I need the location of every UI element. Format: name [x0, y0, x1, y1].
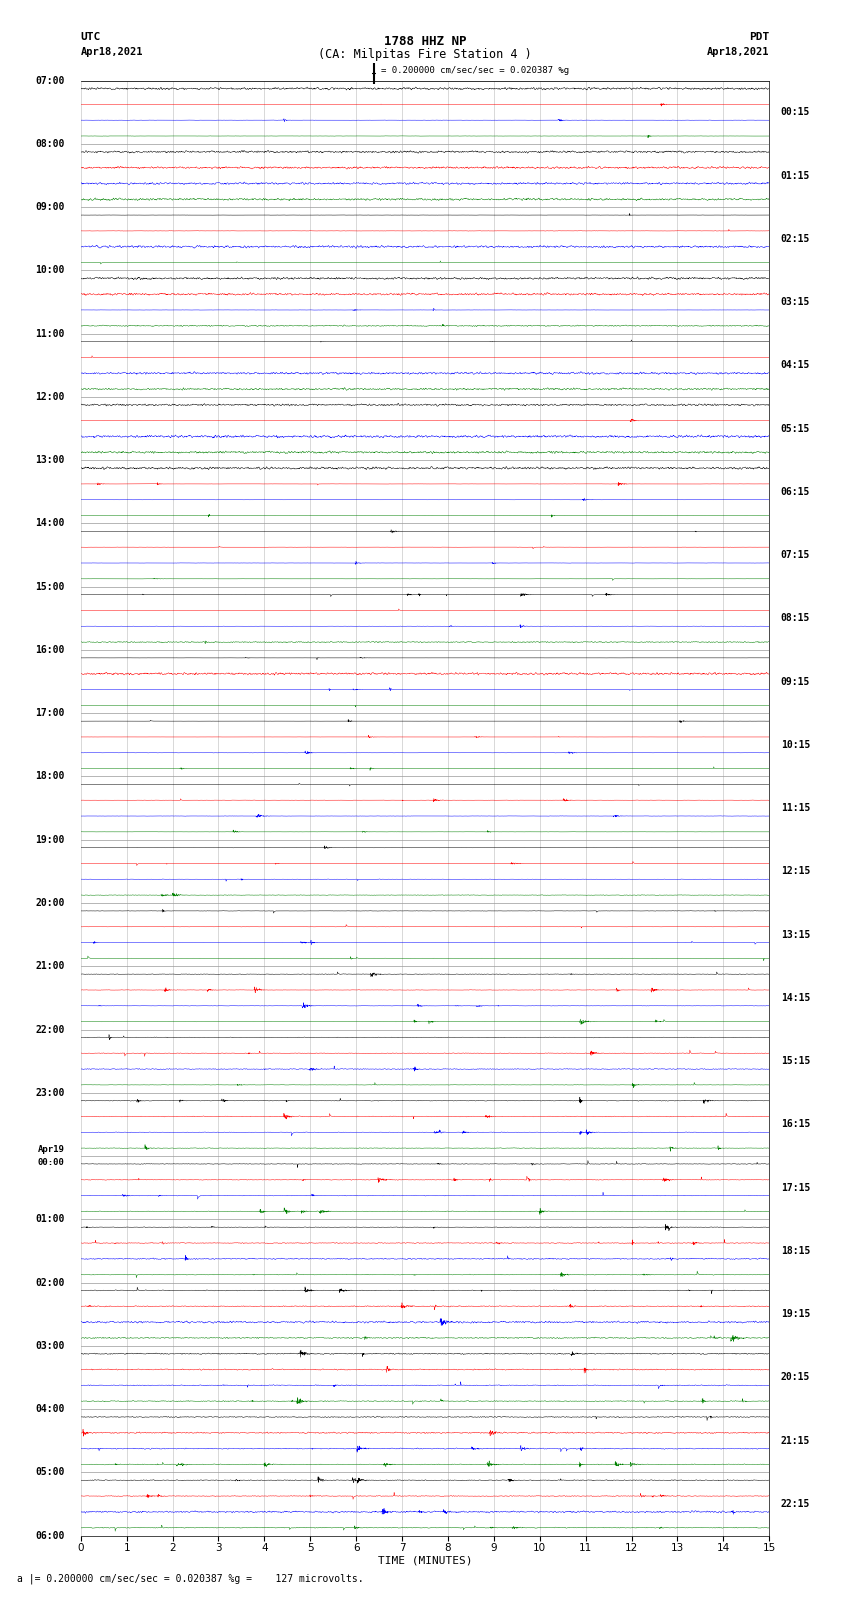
Text: 03:15: 03:15: [780, 297, 810, 306]
Text: 02:00: 02:00: [36, 1277, 65, 1287]
Text: 12:00: 12:00: [36, 392, 65, 402]
Text: 23:00: 23:00: [36, 1087, 65, 1098]
Text: 07:15: 07:15: [780, 550, 810, 560]
Text: Apr18,2021: Apr18,2021: [706, 47, 769, 56]
Text: 16:00: 16:00: [36, 645, 65, 655]
Text: 13:15: 13:15: [780, 929, 810, 940]
Text: 09:15: 09:15: [780, 676, 810, 687]
Text: 00:00: 00:00: [37, 1158, 65, 1166]
Text: 07:00: 07:00: [36, 76, 65, 85]
Text: 21:15: 21:15: [780, 1436, 810, 1445]
Text: 01:15: 01:15: [780, 171, 810, 181]
Text: 19:15: 19:15: [780, 1310, 810, 1319]
Text: 11:15: 11:15: [780, 803, 810, 813]
Text: 12:15: 12:15: [780, 866, 810, 876]
Text: 21:00: 21:00: [36, 961, 65, 971]
Text: 1788 HHZ NP: 1788 HHZ NP: [383, 35, 467, 48]
Text: 01:00: 01:00: [36, 1215, 65, 1224]
Text: UTC: UTC: [81, 32, 101, 42]
Text: (CA: Milpitas Fire Station 4 ): (CA: Milpitas Fire Station 4 ): [318, 48, 532, 61]
Text: 10:00: 10:00: [36, 266, 65, 276]
Text: 18:00: 18:00: [36, 771, 65, 781]
Text: 13:00: 13:00: [36, 455, 65, 465]
Text: 16:15: 16:15: [780, 1119, 810, 1129]
Text: 22:15: 22:15: [780, 1498, 810, 1508]
Text: 20:00: 20:00: [36, 898, 65, 908]
Text: 05:15: 05:15: [780, 424, 810, 434]
Text: 08:00: 08:00: [36, 139, 65, 148]
Text: 09:00: 09:00: [36, 202, 65, 213]
Text: 14:00: 14:00: [36, 518, 65, 529]
Text: 17:15: 17:15: [780, 1182, 810, 1192]
Text: 11:00: 11:00: [36, 329, 65, 339]
Text: 06:00: 06:00: [36, 1531, 65, 1540]
Text: 03:00: 03:00: [36, 1340, 65, 1350]
Text: 06:15: 06:15: [780, 487, 810, 497]
Text: PDT: PDT: [749, 32, 769, 42]
X-axis label: TIME (MINUTES): TIME (MINUTES): [377, 1557, 473, 1566]
Text: 10:15: 10:15: [780, 740, 810, 750]
Text: 00:15: 00:15: [780, 108, 810, 118]
Text: 15:15: 15:15: [780, 1057, 810, 1066]
Text: 02:15: 02:15: [780, 234, 810, 244]
Text: 15:00: 15:00: [36, 582, 65, 592]
Text: 05:00: 05:00: [36, 1468, 65, 1478]
Text: 22:00: 22:00: [36, 1024, 65, 1034]
Text: 08:15: 08:15: [780, 613, 810, 623]
Text: 17:00: 17:00: [36, 708, 65, 718]
Text: 20:15: 20:15: [780, 1373, 810, 1382]
Text: 14:15: 14:15: [780, 994, 810, 1003]
Text: Apr18,2021: Apr18,2021: [81, 47, 144, 56]
Text: = 0.200000 cm/sec/sec = 0.020387 %g: = 0.200000 cm/sec/sec = 0.020387 %g: [381, 66, 569, 76]
Text: 04:15: 04:15: [780, 360, 810, 371]
Text: 19:00: 19:00: [36, 836, 65, 845]
Text: Apr19: Apr19: [37, 1145, 65, 1155]
Text: 18:15: 18:15: [780, 1245, 810, 1257]
Text: a |= 0.200000 cm/sec/sec = 0.020387 %g =    127 microvolts.: a |= 0.200000 cm/sec/sec = 0.020387 %g =…: [17, 1573, 364, 1584]
Text: 04:00: 04:00: [36, 1403, 65, 1415]
